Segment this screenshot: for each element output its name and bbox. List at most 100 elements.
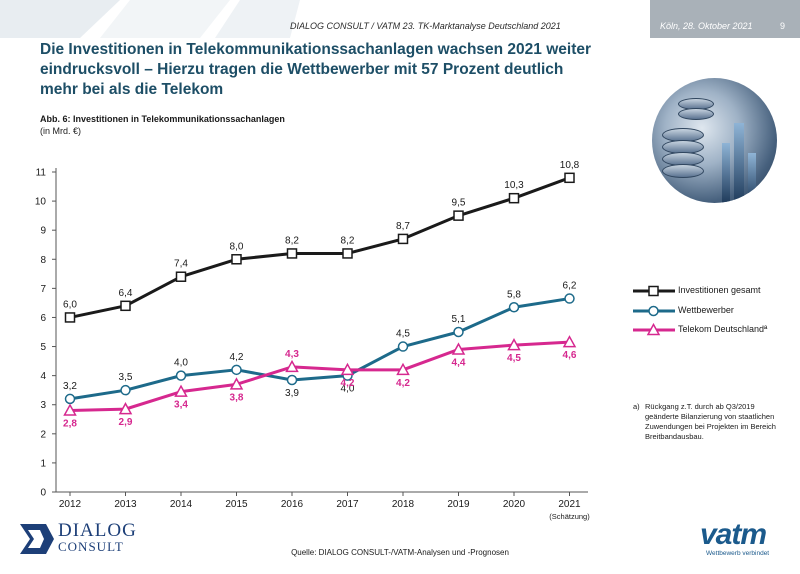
y-tick-label: 2 <box>40 429 46 440</box>
data-label: 2,8 <box>63 419 77 430</box>
legend-marker-triangle <box>633 323 675 336</box>
data-point <box>63 403 77 416</box>
y-tick-label: 7 <box>40 284 46 295</box>
x-tick-label: 2018 <box>392 499 415 510</box>
y-tick-label: 8 <box>40 255 46 266</box>
x-note: (Schätzung) <box>549 512 590 521</box>
data-point <box>453 210 464 221</box>
data-point <box>174 384 188 397</box>
page-number: 9 <box>780 21 786 31</box>
x-tick-label: 2016 <box>281 499 304 510</box>
data-label: 5,1 <box>452 314 466 325</box>
footnote-key: a) <box>633 402 640 411</box>
data-point <box>562 335 577 348</box>
y-tick-label: 9 <box>40 226 46 237</box>
data-label: 8,7 <box>396 221 410 232</box>
legend-marker-circle <box>633 305 675 317</box>
header-text: DIALOG CONSULT / VATM 23. TK-Marktanalys… <box>290 21 561 31</box>
data-label: 4,5 <box>396 329 410 340</box>
data-label: 8,0 <box>230 241 244 252</box>
legend-label: Investitionen gesamt <box>678 285 761 295</box>
data-label: 4,5 <box>507 353 521 364</box>
header-bar: DIALOG CONSULT / VATM 23. TK-Marktanalys… <box>0 0 800 38</box>
photo-bar <box>748 153 756 203</box>
legend-item-gesamt: Investitionen gesamt <box>632 284 800 298</box>
data-point <box>508 192 520 204</box>
data-point <box>397 341 409 352</box>
data-label: 7,4 <box>174 259 188 270</box>
x-tick-label: 2020 <box>503 499 526 510</box>
series-line <box>69 176 571 319</box>
data-label: 3,5 <box>119 372 133 383</box>
data-label: 6,2 <box>563 281 577 292</box>
legend-item-telekom: Telekom Deutschlandª <box>632 323 800 337</box>
header-pattern <box>0 0 300 38</box>
data-point <box>64 393 76 405</box>
data-point <box>453 326 464 338</box>
photo-coin <box>662 164 704 178</box>
dialog-logo-mark <box>20 524 54 554</box>
vatm-logo-tagline: Wettbewerb verbindet <box>706 550 770 557</box>
data-label: 2,9 <box>119 417 133 428</box>
data-label: 3,8 <box>230 392 244 403</box>
data-label: 4,6 <box>563 350 577 361</box>
data-point <box>175 370 187 381</box>
y-tick-label: 1 <box>40 458 46 469</box>
data-point <box>396 362 410 376</box>
data-label: 4,2 <box>396 378 410 389</box>
data-label: 3,4 <box>174 400 188 411</box>
data-point <box>285 359 299 373</box>
data-point <box>564 293 575 304</box>
data-label: 3,2 <box>63 381 77 392</box>
y-tick-label: 6 <box>40 313 46 324</box>
legend-label: Telekom Deutschlandª <box>678 324 768 334</box>
data-point <box>286 248 298 259</box>
data-point <box>231 364 242 376</box>
series-line <box>69 297 570 401</box>
data-label: 10,8 <box>560 160 580 171</box>
x-tick-label: 2021 <box>558 499 581 510</box>
x-tick-label: 2017 <box>336 499 359 510</box>
photo-coin <box>678 108 714 120</box>
y-tick-label: 4 <box>40 371 46 382</box>
data-point <box>229 377 244 390</box>
data-point <box>286 374 298 386</box>
data-label: 10,3 <box>504 180 524 191</box>
footnote-text: Rückgang z.T. durch ab Q3/2019 geänderte… <box>645 402 776 441</box>
photo-bar <box>734 123 744 203</box>
data-label: 4,0 <box>341 384 355 395</box>
data-label: 6,4 <box>119 288 133 299</box>
data-point <box>397 233 409 245</box>
y-tick-label: 3 <box>40 400 46 411</box>
legend-marker-square <box>633 285 675 297</box>
data-point <box>564 172 575 184</box>
chart-unit: (in Mrd. €) <box>40 126 82 136</box>
source-note: Quelle: DIALOG CONSULT-/VATM-Analysen un… <box>291 548 509 557</box>
y-tick-label: 0 <box>40 488 46 499</box>
data-label: 5,8 <box>507 289 521 300</box>
data-point <box>507 338 521 351</box>
x-tick-label: 2015 <box>225 499 248 510</box>
x-tick-label: 2012 <box>59 499 82 510</box>
finance-photo <box>652 78 777 203</box>
legend-label: Wettbewerber <box>678 305 734 315</box>
data-point <box>231 254 242 265</box>
data-point <box>175 271 187 282</box>
data-point <box>118 402 133 415</box>
series-line <box>69 340 570 413</box>
data-point <box>340 362 355 376</box>
data-label: 4,0 <box>174 358 188 369</box>
data-point <box>120 300 131 312</box>
header-date: Köln, 28. Oktober 2021 <box>660 21 753 31</box>
data-label: 4,3 <box>285 349 299 360</box>
data-point <box>120 384 131 396</box>
data-point <box>64 312 76 323</box>
data-label: 9,5 <box>452 198 466 209</box>
data-label: 4,2 <box>341 378 355 389</box>
legend-item-wettbewerber: Wettbewerber <box>632 304 800 318</box>
chart-title: Abb. 6: Investitionen in Telekommunikati… <box>40 114 285 124</box>
data-point <box>342 248 353 259</box>
y-tick-label: 10 <box>35 197 47 208</box>
x-tick-label: 2013 <box>114 499 137 510</box>
